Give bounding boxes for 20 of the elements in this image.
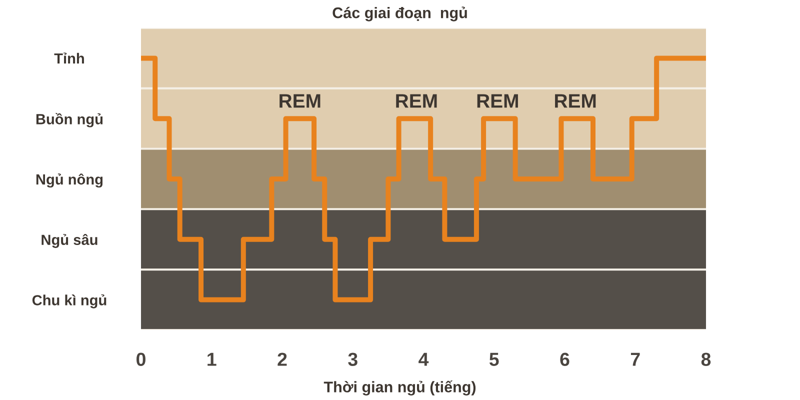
chart-title: Các giai đoạn ngủ [332, 6, 467, 22]
annotation: REM [280, 94, 320, 108]
category-label: Buồn ngủ [36, 112, 103, 128]
x-tick-label: 8 [701, 352, 711, 366]
x-tick-label: 7 [630, 352, 640, 366]
x-tick-label: 6 [560, 352, 570, 366]
x-tick-label: 4 [418, 352, 429, 366]
annotation: REM [396, 94, 437, 108]
x-tick-label: 2 [278, 352, 287, 366]
category-label: Ngủ nông [36, 174, 103, 188]
x-axis-title: Thời gian ngủ (tiếng) [324, 380, 476, 396]
category-label: Ngủ sâu [42, 234, 98, 248]
category-label: Tỉnh [54, 52, 84, 64]
x-tick-label: 0 [136, 352, 146, 366]
annotation: REM [555, 94, 596, 108]
x-tick-label: 3 [348, 352, 358, 366]
annotation: REM [477, 94, 518, 108]
category-label: Chu kì ngủ [32, 294, 106, 308]
x-tick-label: 5 [489, 352, 499, 366]
x-tick-label: 1 [208, 352, 216, 366]
